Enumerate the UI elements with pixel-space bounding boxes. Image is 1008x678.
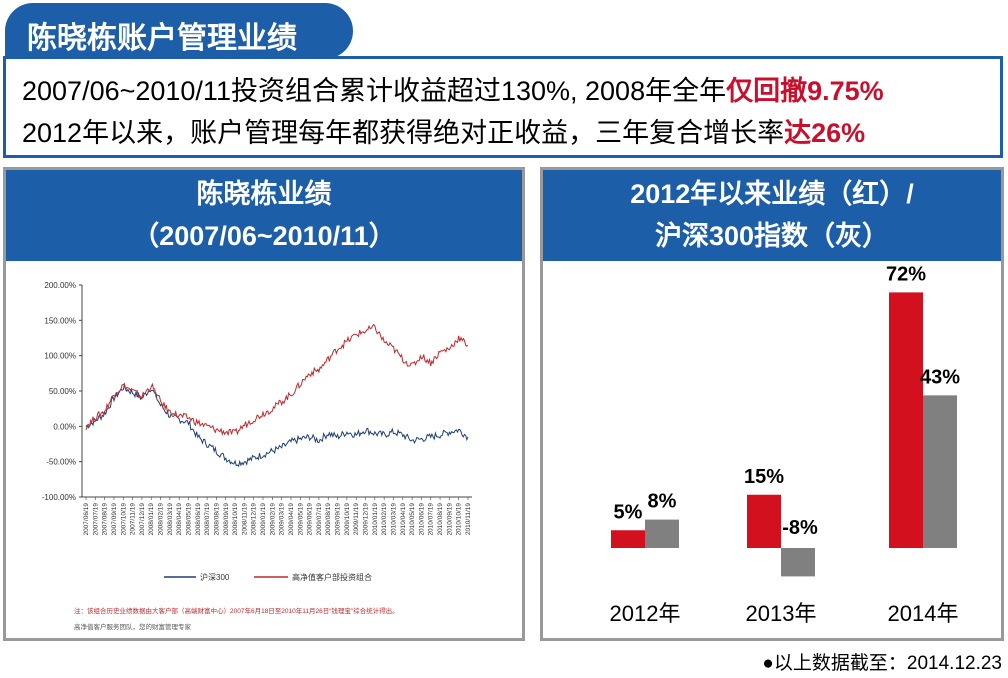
right-panel-title-2: 沪深300指数（灰） <box>654 221 890 251</box>
bar-label-2013年-hs300: -8% <box>782 517 818 539</box>
x-tick-label: 2008/01/19 <box>148 503 155 536</box>
x-tick-label: 2009/03/19 <box>279 503 286 536</box>
x-tick-label: 2010/01/19 <box>372 503 379 536</box>
y-tick-label: -50.00% <box>46 458 76 467</box>
summary-line-1-highlight: 仅回撤9.75% <box>726 76 884 106</box>
series-line-portfolio <box>85 323 469 437</box>
x-tick-label: 2008/09/19 <box>223 503 230 536</box>
bar-2012年-hs300 <box>645 519 679 548</box>
x-tick-label: 2009/05/19 <box>297 503 304 536</box>
legend-label-hs300: 沪深300 <box>200 572 230 582</box>
source-note: 注：该组合历史业绩数据由大客户部（高端财富中心）2007年6月18日至2010年… <box>74 606 399 615</box>
bar-label-2012年-hs300: 8% <box>648 491 677 513</box>
x-tick-label: 2008/08/19 <box>213 503 220 536</box>
bar-2013年-hs300 <box>781 548 815 577</box>
x-tick-label: 2007/11/19 <box>130 503 137 535</box>
x-tick-label: 2008/02/19 <box>158 503 165 536</box>
title-tab: 陈晓栋账户管理业绩 <box>5 3 353 59</box>
x-tick-label: 2009/09/19 <box>335 503 342 536</box>
bar-label-2014年-account: 72% <box>886 263 926 285</box>
x-tick-label: 2008/12/19 <box>251 503 258 536</box>
x-tick-label: 2008/05/19 <box>185 503 192 536</box>
left-panel: 陈晓栋业绩 （2007/06~2010/11） 200.00% 150.00% 10… <box>3 167 525 641</box>
x-tick-label: 2009/04/19 <box>288 503 295 536</box>
x-tick-label: 2009/11/19 <box>353 503 360 535</box>
x-tick-label: 2008/10/19 <box>232 503 239 536</box>
x-tick-label: 2007/09/19 <box>111 503 118 536</box>
summary-line-2: 2012年以来，账户管理每年都获得绝对正收益，三年复合增长率达26% <box>22 111 865 150</box>
right-panel-title-1: 2012年以来业绩（红）/ <box>630 179 914 209</box>
x-tick-label: 2010/04/19 <box>400 503 407 536</box>
page-title: 陈晓栋账户管理业绩 <box>27 22 297 55</box>
bar-2012年-account <box>611 530 645 548</box>
series-line-hs300 <box>85 384 469 467</box>
x-tick-label: 2010/06/19 <box>418 503 425 536</box>
left-panel-title-1: 陈晓栋业绩 <box>196 179 332 209</box>
y-tick-label: 50.00% <box>49 387 76 396</box>
data-cutoff-note: ●以上数据截至：2014.12.23 <box>762 653 1002 674</box>
right-panel: 2012年以来业绩（红）/ 沪深300指数（灰） 5% 8% 2012年 15% -8%… <box>540 167 1004 641</box>
x-tick-label: 2010/09/19 <box>446 503 453 536</box>
x-tick-label: 2007/06/19 <box>83 503 90 536</box>
x-tick-label: 2009/02/19 <box>269 503 276 536</box>
y-tick-label: 150.00% <box>44 316 76 325</box>
x-tick-label: 2010/05/19 <box>409 503 416 536</box>
team-note: 高净值客户服务团队，您的财富管理专家 <box>74 622 192 631</box>
summary-line-1-text: 2007/06~2010/11投资组合累计收益超过130%, 2008年全年 <box>22 76 727 106</box>
category-label: 2012年 <box>610 601 681 626</box>
line-chart: 200.00% 150.00% 100.00% 50.00% 0.00% -50.00% -… <box>42 281 472 631</box>
x-tick-label: 2008/11/19 <box>241 503 248 535</box>
bar-label-2012年-account: 5% <box>614 501 643 523</box>
x-tick-label: 2009/08/19 <box>325 503 332 536</box>
summary-line-2-highlight: 达26% <box>784 118 866 148</box>
x-tick-label: 2007/08/19 <box>102 503 109 536</box>
category-label: 2013年 <box>746 601 817 626</box>
x-tick-label: 2009/12/19 <box>363 503 370 536</box>
x-tick-label: 2010/03/19 <box>390 503 397 536</box>
legend-label-portfolio: 高净值客户部投资组合 <box>292 572 372 582</box>
x-tick-label: 2008/06/19 <box>195 503 202 536</box>
bar-2014年-account <box>889 292 923 548</box>
left-panel-header: 陈晓栋业绩 （2007/06~2010/11） <box>6 170 522 261</box>
x-tick-label: 2008/04/19 <box>176 503 183 536</box>
left-panel-title-2: （2007/06~2010/11） <box>132 221 396 251</box>
bar-2014年-hs300 <box>923 395 957 548</box>
x-tick-label: 2007/07/19 <box>92 503 99 536</box>
y-tick-label: 100.00% <box>44 352 76 361</box>
right-panel-header: 2012年以来业绩（红）/ 沪深300指数（灰） <box>543 170 1001 261</box>
bar-label-2014年-hs300: 43% <box>920 366 960 388</box>
x-tick-label: 2009/10/19 <box>344 503 351 536</box>
x-tick-label: 2007/10/19 <box>120 503 127 536</box>
x-tick-label: 2009/06/19 <box>307 503 314 536</box>
summary-box: 2007/06~2010/11投资组合累计收益超过130%, 2008年全年仅回… <box>3 56 1003 158</box>
bar-2013年-account <box>747 494 781 548</box>
y-tick-label: 200.00% <box>44 281 76 290</box>
x-tick-label: 2009/01/19 <box>260 503 267 536</box>
summary-line-1: 2007/06~2010/11投资组合累计收益超过130%, 2008年全年仅回… <box>22 69 884 108</box>
x-tick-label: 2010/02/19 <box>381 503 388 536</box>
x-tick-label: 2010/07/19 <box>428 503 435 536</box>
bar-chart: 5% 8% 2012年 15% -8% 2013年 72% 43% 2014年 <box>610 263 961 626</box>
bar-label-2013年-account: 15% <box>744 466 784 488</box>
x-tick-label: 2010/11/19 <box>465 503 472 535</box>
y-tick-label: -100.00% <box>42 493 76 502</box>
x-tick-label: 2010/08/19 <box>437 503 444 536</box>
x-tick-label: 2010/10/19 <box>456 503 463 536</box>
x-tick-label: 2008/03/19 <box>167 503 174 536</box>
x-tick-label: 2007/12/19 <box>139 503 146 536</box>
x-tick-label: 2009/07/19 <box>316 503 323 536</box>
summary-line-2-text: 2012年以来，账户管理每年都获得绝对正收益，三年复合增长率 <box>22 118 785 148</box>
category-label: 2014年 <box>888 601 959 626</box>
y-tick-label: 0.00% <box>53 422 76 431</box>
x-tick-label: 2008/07/19 <box>204 503 211 536</box>
